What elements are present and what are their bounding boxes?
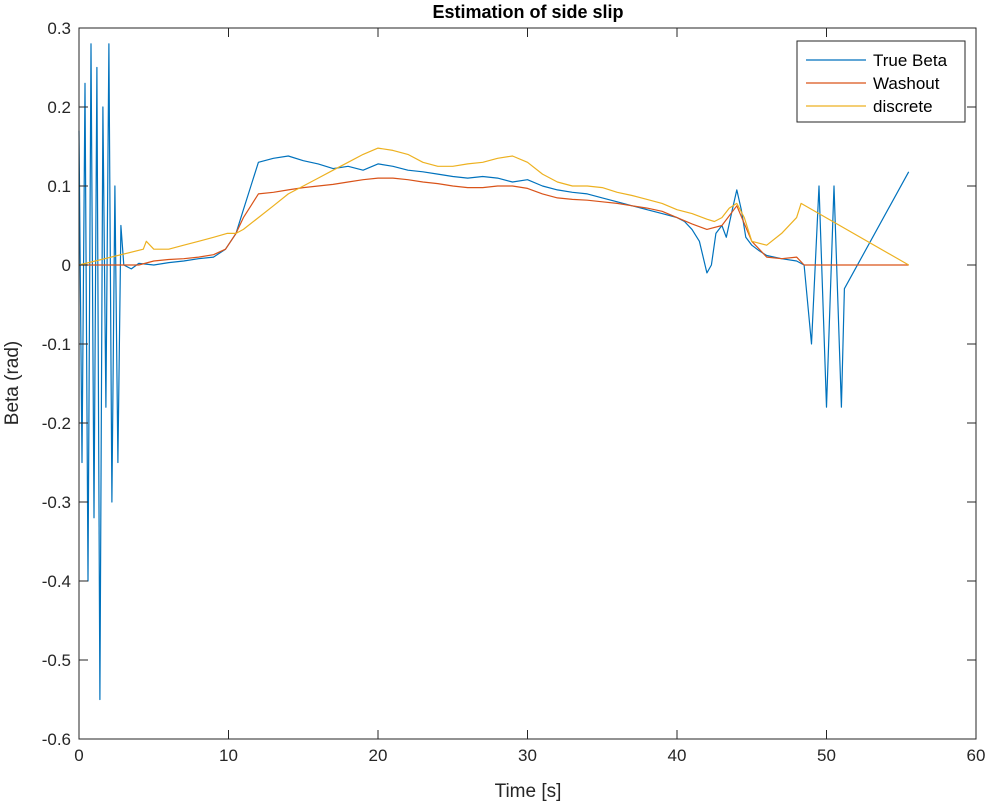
- y-axis-label: Beta (rad): [2, 341, 23, 425]
- y-tick-label: 0.1: [47, 177, 71, 196]
- x-tick-label: 10: [219, 746, 238, 765]
- plot-area: 0 10 20 30 40 50 60 -0.6-0.5-0.4-0.3-0.2-0.100…: [42, 19, 986, 765]
- y-tick-label: -0.3: [42, 493, 71, 512]
- y-tick-label: -0.1: [42, 335, 71, 354]
- legend-label-discrete: discrete: [873, 97, 933, 116]
- x-tick-label: 20: [369, 746, 388, 765]
- series-layer: [78, 43, 910, 701]
- legend-label-true-beta: True Beta: [873, 51, 948, 70]
- y-tick-label: 0.2: [47, 98, 71, 117]
- y-tick-label: -0.4: [42, 572, 71, 591]
- series-line-true-beta: [78, 43, 910, 701]
- legend: True Beta Washout discrete: [796, 40, 966, 123]
- legend-label-washout: Washout: [873, 74, 940, 93]
- y-tick-label: 0.3: [47, 19, 71, 38]
- series-line-washout: [79, 177, 909, 266]
- x-tick-label: 30: [518, 746, 537, 765]
- x-tick-label: 0: [74, 746, 83, 765]
- y-tick-label: -0.5: [42, 651, 71, 670]
- x-tick-label: 50: [817, 746, 836, 765]
- legend-box: [796, 40, 966, 123]
- x-axis-label: Time [s]: [495, 781, 562, 802]
- x-tick-label: 40: [668, 746, 687, 765]
- x-tick-label: 60: [967, 746, 986, 765]
- chart-title: Estimation of side slip: [432, 2, 623, 22]
- x-axis-ticks: 0 10 20 30 40 50 60: [74, 28, 985, 765]
- y-tick-label: 0: [62, 256, 71, 275]
- y-tick-label: -0.2: [42, 414, 71, 433]
- y-tick-label: -0.6: [42, 730, 71, 749]
- series-line-discrete: [78, 147, 909, 266]
- y-axis-ticks: -0.6 -0.5 -0.4 -0.3 -0.2 -0.1 0 0.1 0.2 0.3: [42, 19, 976, 749]
